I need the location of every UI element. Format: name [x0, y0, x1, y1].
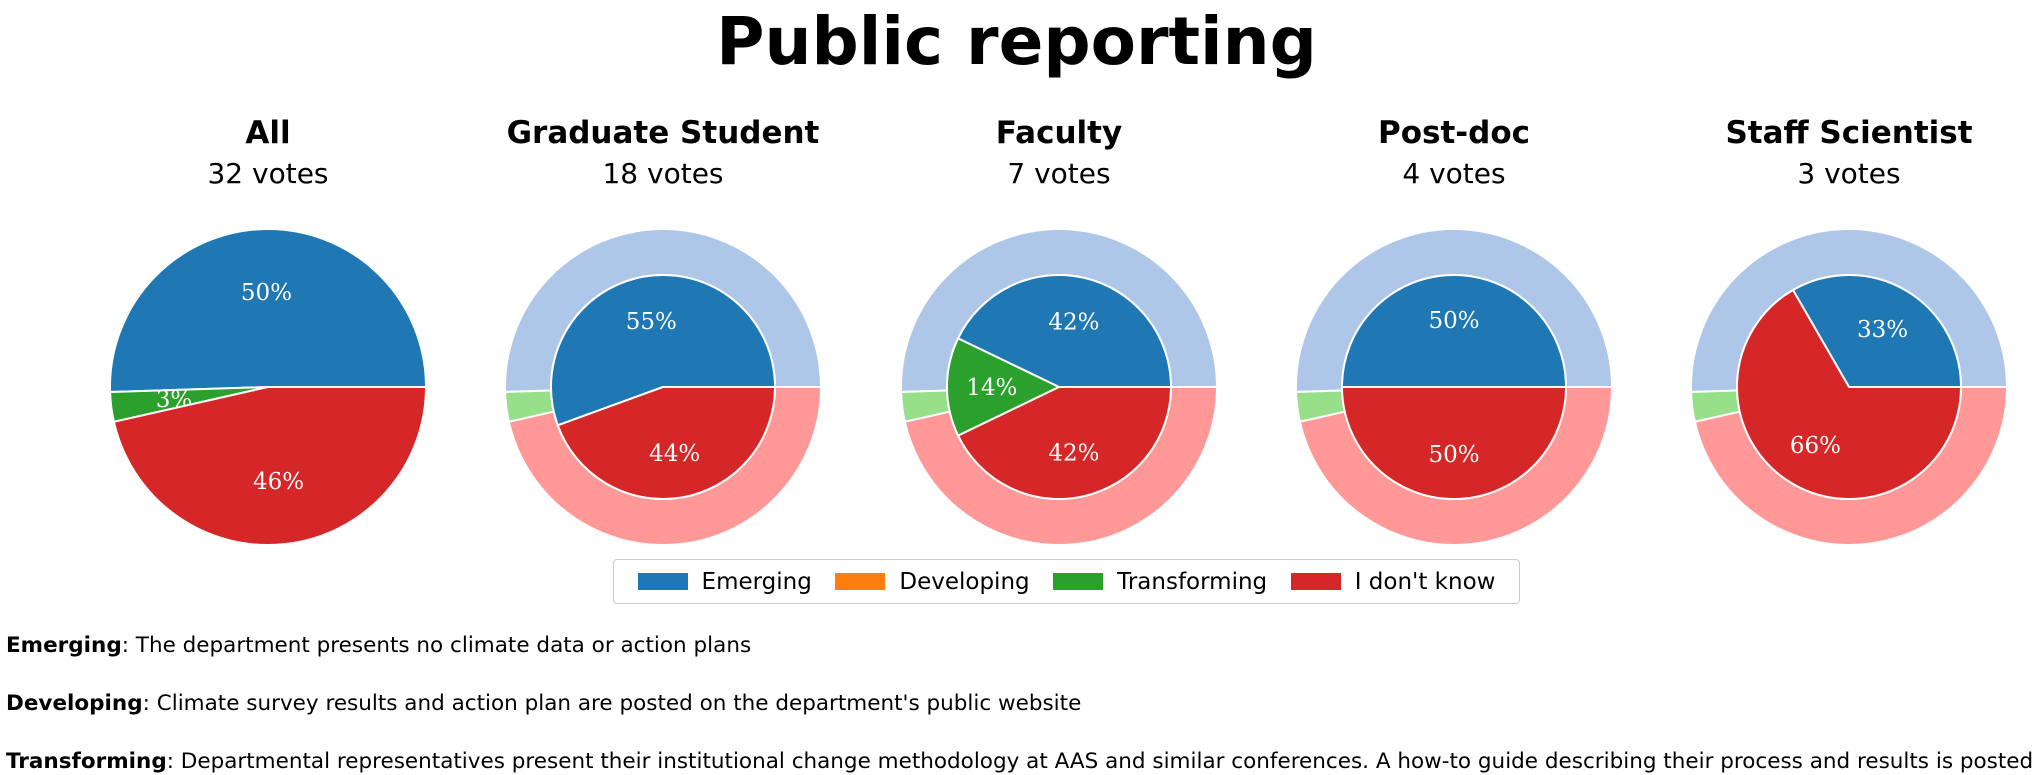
legend-label-dontknow: I don't know [1355, 569, 1496, 595]
definition-term: Emerging [6, 633, 122, 658]
definition-emerging: Emerging: The department presents no cli… [6, 633, 751, 658]
legend-item-transforming: Transforming [1053, 569, 1267, 595]
chart-title-faculty: Faculty [996, 115, 1122, 151]
pie-label-graduate-student-i-don-t-know: 44% [649, 441, 700, 467]
definition-transforming: Transforming: Departmental representativ… [6, 749, 2033, 774]
pie-label-all-emerging: 50% [241, 280, 292, 306]
legend-label-developing: Developing [899, 569, 1029, 595]
definition-text: : Departmental representatives present t… [167, 749, 2033, 774]
legend-item-dontknow: I don't know [1291, 569, 1496, 595]
legend-label-emerging: Emerging [702, 569, 812, 595]
legend-item-emerging: Emerging [638, 569, 812, 595]
chart-votes-staff-scientist: 3 votes [1797, 157, 1900, 190]
legend-label-transforming: Transforming [1117, 569, 1267, 595]
pie-slice-all-emerging [110, 229, 426, 392]
chart-title-all: All [245, 115, 290, 151]
chart-votes-graduate-student: 18 votes [602, 157, 723, 190]
chart-votes-all: 32 votes [207, 157, 328, 190]
legend-swatch-transforming [1053, 573, 1103, 590]
pie-label-staff-scientist-emerging: 33% [1857, 317, 1908, 343]
chart-title-staff-scientist: Staff Scientist [1725, 115, 1972, 151]
legend-swatch-emerging [638, 573, 688, 590]
legend-item-developing: Developing [835, 569, 1029, 595]
chart-votes-faculty: 7 votes [1007, 157, 1110, 190]
chart-title-post-doc: Post-doc [1378, 115, 1530, 151]
pie-label-staff-scientist-i-don-t-know: 66% [1790, 433, 1841, 459]
definition-developing: Developing: Climate survey results and a… [6, 691, 1081, 716]
pie-label-graduate-student-emerging: 55% [626, 309, 677, 335]
definition-term: Developing [6, 691, 143, 716]
pie-label-faculty-transforming: 14% [966, 375, 1017, 401]
definition-text: : Climate survey results and action plan… [143, 691, 1082, 716]
chart-title-graduate-student: Graduate Student [507, 115, 820, 151]
pie-slice-all-i-don-t-know [114, 387, 426, 545]
definition-text: : The department presents no climate dat… [122, 633, 751, 658]
legend: Emerging Developing Transforming I don't… [613, 559, 1520, 604]
definition-term: Transforming [6, 749, 167, 774]
legend-swatch-dontknow [1291, 573, 1341, 590]
pie-label-faculty-emerging: 42% [1048, 309, 1099, 335]
chart-votes-post-doc: 4 votes [1402, 157, 1505, 190]
pie-label-all-i-don-t-know: 46% [253, 469, 304, 495]
pie-label-post-doc-i-don-t-know: 50% [1428, 442, 1479, 468]
pie-label-post-doc-emerging: 50% [1428, 308, 1479, 334]
pie-label-faculty-i-don-t-know: 42% [1048, 441, 1099, 467]
legend-swatch-developing [835, 573, 885, 590]
